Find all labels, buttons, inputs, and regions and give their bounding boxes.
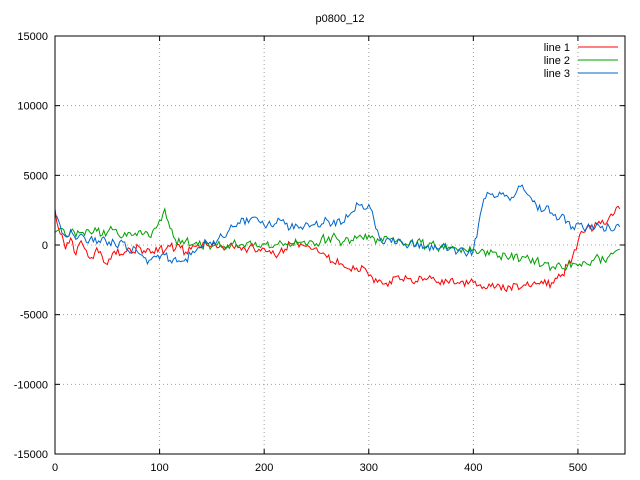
series-line-1: [54, 205, 621, 293]
y-tick-label: -5000: [20, 310, 48, 322]
x-tick-label: 200: [255, 462, 273, 474]
y-tick-label: 15000: [17, 31, 48, 43]
grid-lines: [54, 35, 625, 455]
y-tick-label: 5000: [24, 170, 48, 182]
axes: 0 100 200 300 400 500 -15000 -10000 -5000 0 5000 10…: [14, 31, 626, 474]
y-tick-label: -15000: [14, 449, 48, 461]
legend-label-line-1: line 1: [544, 42, 570, 54]
x-tick-label: 500: [569, 462, 587, 474]
y-tick-label: 10000: [17, 101, 48, 113]
data-series: [54, 184, 621, 293]
legend-label-line-2: line 2: [544, 55, 570, 67]
y-tick-label: -10000: [14, 379, 48, 391]
series-line-3: [54, 184, 621, 266]
x-tick-label: 400: [464, 462, 482, 474]
x-tick-label: 300: [360, 462, 378, 474]
x-tick-label: 100: [150, 462, 168, 474]
series-line-2: [54, 206, 620, 272]
y-tick-label: 0: [42, 240, 48, 252]
chart-title: p0800_12: [315, 13, 365, 25]
x-tick-label: 0: [52, 462, 58, 474]
legend-label-line-3: line 3: [544, 68, 570, 80]
